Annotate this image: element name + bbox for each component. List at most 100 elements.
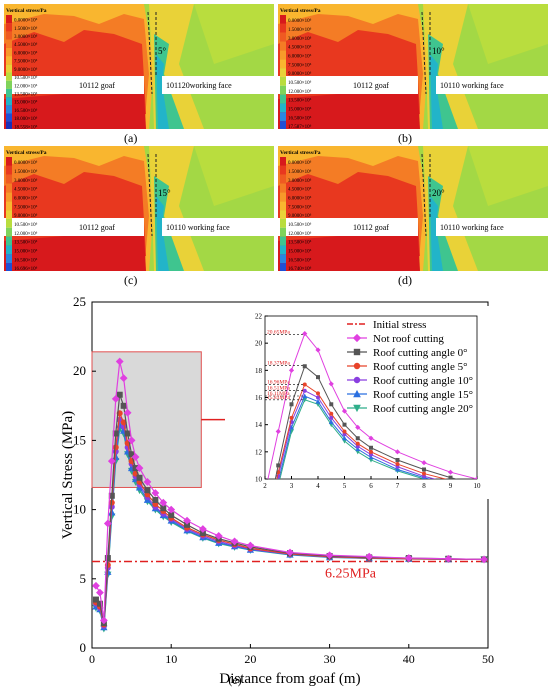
data-point [183,516,191,525]
y-tick-label: 15 [73,432,86,447]
inset-y-tick-label: 10 [255,476,263,484]
inset-data-point [395,457,400,462]
legend-swatch [280,210,286,219]
legend-entry: 13.500×10⁶ [14,92,38,98]
data-point [167,505,176,514]
legend-entry: 13.500×10⁶ [288,240,312,246]
legend-swatch [280,68,286,77]
working-face-block [162,76,274,94]
legend-entry: 7.5000×10⁶ [288,62,312,68]
data-point [107,457,116,466]
data-point [104,555,111,562]
working-face-block [162,218,274,236]
legend-swatch [6,201,12,211]
inset-data-point [355,441,360,446]
data-point [151,489,160,497]
legend-marker [352,333,362,343]
legend-entry: 18.558×10⁶ [14,124,38,129]
legend-entry: 6.0000×10⁶ [14,195,38,201]
legend-swatch [280,245,286,255]
data-point [136,474,143,481]
legend-entry: 1.5000×10⁶ [14,169,38,175]
x-tick-label: 50 [482,652,494,666]
data-point [160,505,167,512]
data-point [108,492,115,499]
legend-swatch [6,192,12,202]
data-point [112,430,119,437]
inset-series-line [279,399,427,479]
peak-label: 18.37MPa [267,360,290,366]
legend-swatch [6,218,12,228]
inset-data-point [369,449,373,454]
y-tick-label: 5 [80,571,87,586]
legend-entry: 15.000×10⁶ [14,100,38,106]
working-face-block [436,76,548,94]
legend-entry: 3.0000×10⁶ [288,178,312,184]
y-tick-label: 25 [73,294,86,309]
inset-data-point [342,429,347,434]
cut-angle-label: 10° [432,46,445,56]
inset-data-point [421,460,427,466]
roof-cut-line [421,153,427,237]
legend-entry: 15.000×10⁶ [14,249,38,255]
data-point [159,498,168,507]
legend-entry: 4.5000×10⁶ [14,42,38,48]
legend-swatch [280,59,286,69]
data-point [115,357,124,366]
legend-swatch [280,41,286,51]
y-axis-label: Vertical Stress (MPa) [60,411,76,539]
legend-entry: 4.5000×10⁶ [14,187,38,193]
stress-zone [194,146,274,206]
legend-entry: 13.500×10⁶ [14,240,38,246]
legend-swatch [280,121,286,129]
data-point [112,444,119,451]
contour-panel-c: 15° Vertical stress/Pa 0.0000×10⁶ 1.5000×10… [4,146,274,271]
x-tick-label: 30 [324,652,336,666]
legend-entry: 3.0000×10⁶ [14,178,38,184]
roof-cut-line [147,11,153,95]
legend-entry: 1.5000×10⁶ [14,26,38,32]
legend-swatch [6,165,12,175]
y-tick-label: 10 [73,502,86,517]
legend-swatch [6,56,12,65]
zoom-region [91,351,202,488]
inset-data-point [422,467,426,472]
panel-caption: (a) [124,131,138,145]
legend-swatch [280,50,286,60]
legend-swatch [280,76,286,86]
data-point [152,496,159,503]
contour-panel-d: 20° Vertical stress/Pa 0.0000×10⁶ 1.5000×10… [278,146,548,271]
legend-swatch [6,236,12,246]
legend-marker [353,389,361,398]
working-face-block [436,218,548,236]
legend-swatch [6,254,12,264]
inset-data-point [448,475,453,479]
inset-y-tick-label: 20 [255,340,263,348]
legend-title: Vertical stress/Pa [6,150,47,156]
legend-entry: 4.5000×10⁶ [288,45,312,51]
working-face-label: 10110 working face [166,223,230,232]
peak-label: 20.65MPa [267,329,290,335]
legend-swatch [6,23,12,32]
legend-swatch [280,85,286,95]
inset-data-point [342,422,347,427]
inset-y-tick-label: 18 [255,367,263,375]
stress-zone [278,234,420,271]
legend-swatch [280,236,286,246]
legend-entry: 15.000×10⁶ [288,107,312,113]
inset-x-tick-label: 9 [449,482,453,490]
legend-marker [353,376,361,384]
legend-entry: 12.000×10⁶ [288,89,312,95]
inset-data-point [355,446,361,452]
inset-data-point [329,415,334,420]
x-tick-label: 20 [244,652,256,666]
data-point [103,519,112,528]
legend-marker [353,348,361,356]
inset-data-point [328,419,334,424]
legend-swatch [6,113,12,122]
data-point [199,530,206,537]
inset-x-tick-label: 4 [316,482,320,490]
roof-cut-line [421,11,427,95]
legend-marker [353,362,361,370]
legend-entry: 6.0000×10⁶ [288,195,312,201]
